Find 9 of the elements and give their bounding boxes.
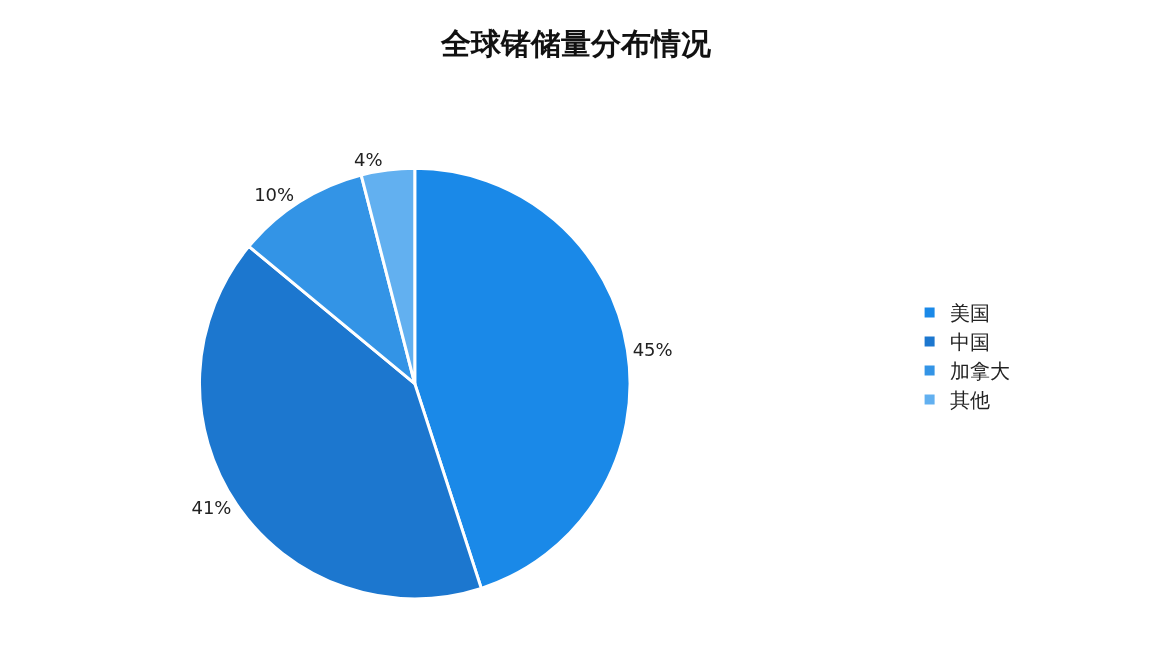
data-label: 10% [254, 183, 295, 205]
legend-label: 其他 [949, 388, 990, 413]
data-label: 4% [353, 149, 383, 171]
data-label: 45% [632, 339, 673, 361]
legend-label: 中国 [949, 330, 990, 355]
chart-title: 全球锗储量分布情况 [440, 25, 712, 61]
legend-label: 加拿大 [949, 359, 1010, 384]
legend-label: 美国 [949, 301, 990, 326]
data-label: 41% [191, 497, 232, 519]
